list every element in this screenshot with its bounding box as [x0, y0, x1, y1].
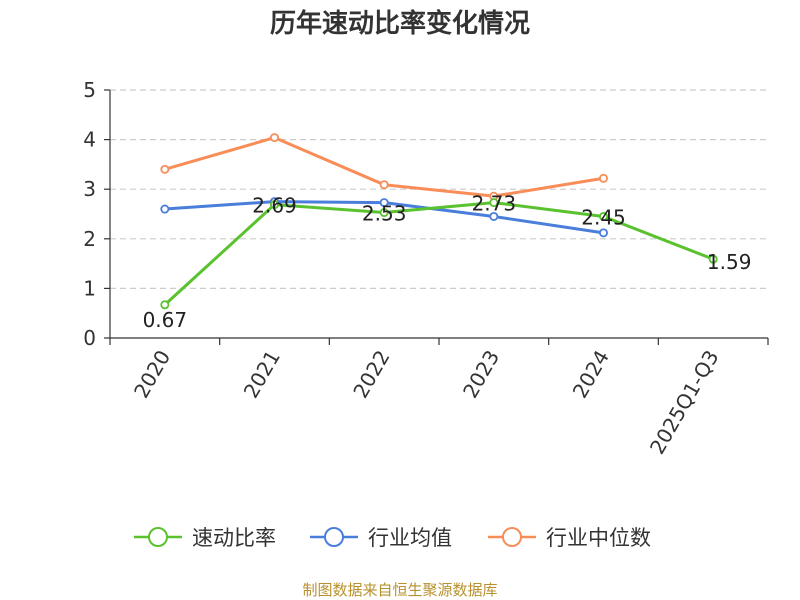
data-label: 2.53: [362, 202, 407, 226]
x-tick-label: 2023: [458, 346, 504, 402]
x-tick-label: 2025Q1-Q3: [645, 346, 724, 458]
data-label: 1.59: [707, 250, 752, 274]
legend-marker: [324, 527, 344, 547]
data-point: [599, 173, 609, 183]
data-point: [269, 133, 279, 143]
y-tick-label: 2: [83, 227, 96, 251]
y-tick-label: 5: [83, 78, 96, 102]
legend-marker: [148, 527, 168, 547]
legend-label: 行业中位数: [546, 526, 651, 550]
data-point: [160, 204, 170, 214]
y-tick-label: 0: [83, 326, 96, 350]
y-tick-label: 4: [83, 128, 96, 152]
legend-label: 行业均值: [368, 526, 452, 550]
data-label: 2.69: [252, 194, 297, 218]
data-point: [599, 211, 609, 221]
data-label: 0.67: [143, 308, 188, 332]
y-tick-label: 1: [83, 276, 96, 300]
series-line: [163, 201, 714, 306]
series-0: [160, 198, 718, 310]
axes: 0 1 2 3 4 5 2020 2021 2022 2023 2024 2025Q1-Q3: [83, 78, 769, 458]
series-layer: [160, 133, 718, 310]
data-point: [379, 198, 389, 208]
legend-label: 速动比率: [192, 526, 276, 550]
y-tick-label: 3: [83, 177, 96, 201]
x-tick-label: 2020: [129, 346, 175, 402]
data-point: [160, 300, 170, 310]
legend-item-0[interactable]: 速动比率: [134, 526, 276, 550]
chart-title: 历年速动比率变化情况: [270, 8, 530, 39]
data-point: [708, 254, 718, 264]
data-labels: 0.67 2.69 2.53 2.73 2.45 1.59: [143, 192, 752, 332]
data-point: [599, 228, 609, 238]
data-point: [379, 208, 389, 218]
legend-marker: [502, 527, 522, 547]
data-label: 2.45: [581, 205, 626, 229]
series-2: [160, 133, 609, 201]
legend[interactable]: 速动比率 行业均值 行业中位数: [134, 526, 651, 550]
legend-item-2[interactable]: 行业中位数: [488, 526, 651, 550]
data-label: 2.73: [472, 192, 517, 216]
data-point: [269, 200, 279, 210]
source-note: 制图数据来自恒生聚源数据库: [302, 581, 497, 599]
x-tick-label: 2021: [239, 346, 285, 402]
x-tick-label: 2024: [568, 346, 614, 402]
legend-item-1[interactable]: 行业均值: [310, 526, 452, 550]
data-point: [489, 211, 499, 221]
data-point: [160, 164, 170, 174]
x-tick-label: 2022: [348, 346, 394, 402]
data-point: [379, 180, 389, 190]
data-point: [489, 198, 499, 208]
